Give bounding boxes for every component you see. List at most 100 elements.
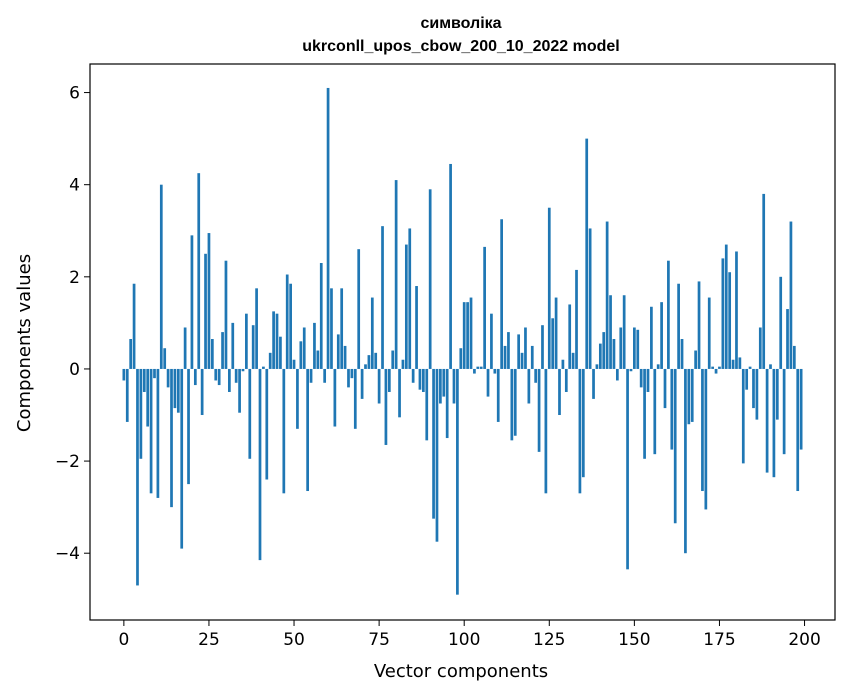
bar <box>234 368 238 383</box>
bar <box>731 359 735 369</box>
y-axis-label: Components values <box>14 254 35 432</box>
bar <box>758 327 762 369</box>
bar <box>796 368 800 492</box>
bar <box>585 138 589 369</box>
bar <box>670 368 674 450</box>
bar <box>241 368 245 372</box>
bar <box>684 368 687 554</box>
bar <box>401 359 405 369</box>
bar <box>667 260 670 369</box>
x-tick-label: 0 <box>118 630 129 650</box>
bar <box>228 368 231 392</box>
chart-subtitle: ukrconll_upos_cbow_200_10_2022 model <box>302 38 619 55</box>
bar <box>724 244 728 369</box>
bar <box>442 368 446 397</box>
bar <box>466 302 469 369</box>
bar <box>289 283 292 369</box>
chart-title: символіка <box>420 15 501 32</box>
bar <box>122 368 126 381</box>
bar <box>479 366 483 369</box>
bar <box>333 368 337 427</box>
bar <box>125 368 129 422</box>
x-tick-label: 150 <box>618 630 650 650</box>
x-tick-label: 100 <box>448 630 480 650</box>
bar <box>588 228 592 369</box>
bar <box>316 350 320 369</box>
y-tick-label: −2 <box>55 452 80 472</box>
bar <box>279 336 282 369</box>
bar <box>663 368 667 409</box>
bar <box>646 368 650 392</box>
bar <box>772 368 776 478</box>
bar <box>755 368 759 420</box>
bar <box>381 226 384 369</box>
bar <box>537 368 541 452</box>
bar <box>156 368 160 498</box>
bar <box>775 368 779 420</box>
bar <box>340 288 344 369</box>
bar <box>262 366 265 369</box>
bar <box>490 313 493 369</box>
bar <box>255 288 258 369</box>
bar <box>510 368 514 441</box>
y-tick-label: 4 <box>69 176 80 196</box>
bar <box>435 368 439 542</box>
bar <box>493 368 497 374</box>
bar <box>605 221 609 369</box>
bar <box>336 334 340 369</box>
bar <box>714 368 718 374</box>
bar <box>170 368 173 508</box>
bar <box>547 207 551 369</box>
bar <box>296 368 299 429</box>
bar <box>411 368 415 383</box>
bar <box>149 368 153 494</box>
bar <box>224 260 228 369</box>
bar <box>251 325 255 369</box>
bar <box>704 368 708 510</box>
bar <box>285 274 289 369</box>
bar <box>217 368 221 386</box>
bar <box>612 339 616 369</box>
bar <box>762 193 766 369</box>
bar <box>214 368 218 381</box>
bar <box>364 364 367 369</box>
bar <box>129 339 133 369</box>
bar <box>313 322 316 369</box>
bar <box>653 368 657 455</box>
bar <box>650 306 653 369</box>
bar <box>347 368 350 388</box>
bar <box>527 368 531 404</box>
bar <box>387 368 391 392</box>
bar <box>677 283 680 369</box>
bar <box>765 368 769 473</box>
bar <box>496 368 500 422</box>
bar <box>694 350 697 369</box>
plot-frame <box>89 63 836 621</box>
y-tick-label: 6 <box>69 84 80 104</box>
bar <box>554 297 558 369</box>
bar <box>602 332 606 369</box>
bar <box>439 368 442 404</box>
bar <box>404 244 408 369</box>
bar <box>673 368 677 524</box>
x-tick-label: 200 <box>788 630 820 650</box>
bar <box>357 249 361 369</box>
bar <box>272 311 275 369</box>
bar <box>469 297 473 369</box>
bar <box>139 368 143 459</box>
bar <box>166 368 170 388</box>
bar <box>200 368 204 416</box>
y-axis-ticks: −4 −2 0 2 4 6 <box>55 84 90 564</box>
bar <box>792 345 796 369</box>
bar <box>353 368 357 429</box>
bar <box>330 288 333 369</box>
x-axis-label: Vector components <box>374 661 548 682</box>
bar <box>738 357 742 369</box>
bar <box>428 189 432 369</box>
bar <box>779 276 783 369</box>
bar <box>507 332 510 369</box>
bar <box>210 339 214 369</box>
bar <box>384 368 388 445</box>
bar <box>306 368 309 492</box>
